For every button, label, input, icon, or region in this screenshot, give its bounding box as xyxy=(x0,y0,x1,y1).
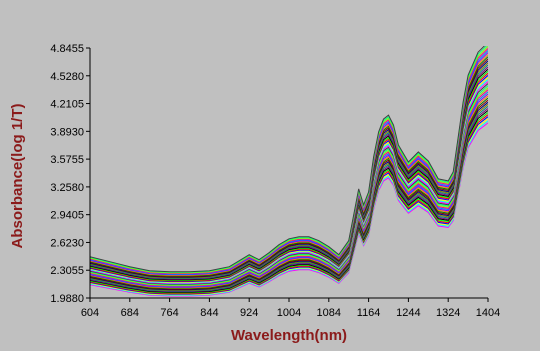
x-tick-label: 1404 xyxy=(476,307,500,319)
x-tick-label: 604 xyxy=(81,307,99,319)
y-tick-label: 2.6230 xyxy=(50,237,84,249)
y-tick-label: 3.2580 xyxy=(50,182,84,194)
x-tick-label: 844 xyxy=(200,307,218,319)
spectrum-line xyxy=(90,46,486,273)
x-tick-label: 1324 xyxy=(436,307,460,319)
x-tick-label: 1084 xyxy=(317,307,341,319)
y-tick-label: 2.9405 xyxy=(50,210,84,222)
series-layer xyxy=(90,46,488,297)
x-tick-label: 1164 xyxy=(357,307,381,319)
y-axis-title: Absorbance(log 1/T) xyxy=(9,103,26,248)
y-tick-label: 4.8455 xyxy=(50,43,84,55)
tick-layer: 604 684 764 844 924 1004 1084 1164 1244 1324 1404 4… xyxy=(50,43,500,319)
y-tick-label: 4.2105 xyxy=(50,99,84,111)
x-tick-label: 684 xyxy=(121,307,139,319)
x-tick-label: 764 xyxy=(160,307,178,319)
y-tick-label: 1.9880 xyxy=(50,293,84,305)
x-tick-label: 924 xyxy=(240,307,258,319)
y-tick-label: 2.3055 xyxy=(50,265,84,277)
y-tick-label: 4.5280 xyxy=(50,71,84,83)
y-tick-label: 3.8930 xyxy=(50,126,84,138)
x-axis-title: Wavelength(nm) xyxy=(231,327,347,344)
x-tick-label: 1244 xyxy=(396,307,420,319)
y-tick-label: 3.5755 xyxy=(50,154,84,166)
x-tick-label: 1004 xyxy=(277,307,301,319)
